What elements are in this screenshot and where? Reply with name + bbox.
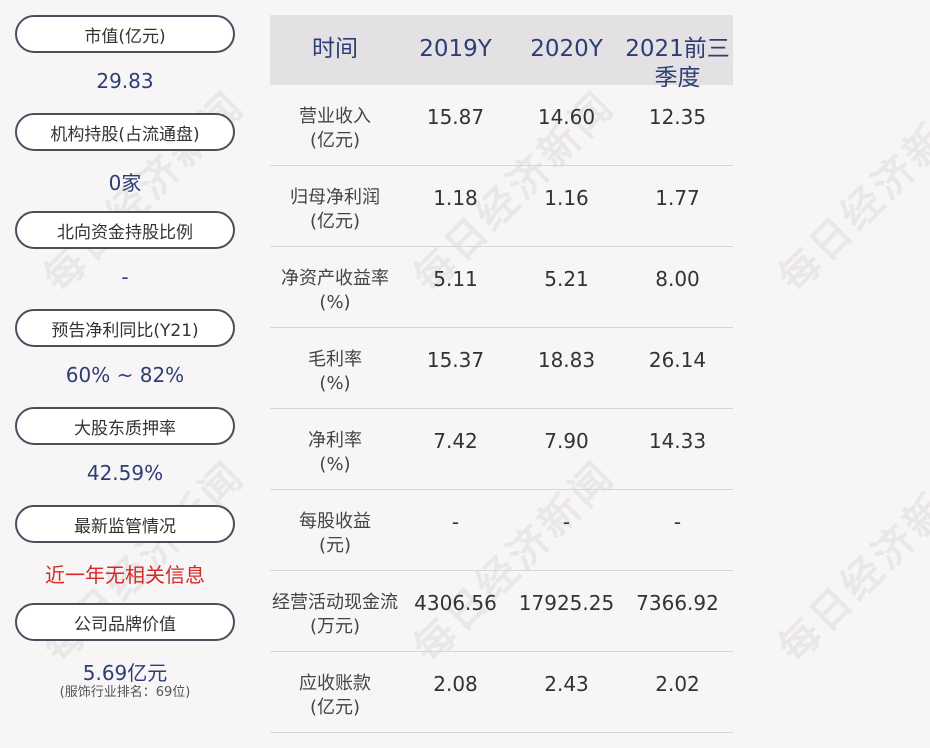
row-label: 应收账款 (亿元) — [299, 673, 371, 718]
table-cell: 14.33 — [648, 429, 707, 453]
metric-note-brand-rank: (服饰行业排名：69位) — [59, 685, 191, 700]
table-row: 应收账款 (亿元) 2.08 2.43 2.02 — [270, 652, 733, 733]
table-cell: 7366.92 — [636, 591, 719, 615]
table-cell: 15.37 — [426, 348, 485, 372]
table-cell: 8.00 — [655, 267, 700, 291]
table-cell: 5.11 — [433, 267, 478, 291]
financial-table: 时间 2019Y 2020Y 2021前三季度 营业收入 (亿元) 15.87 1… — [270, 15, 733, 733]
table-cell: 15.87 — [426, 105, 485, 129]
table-cell: 5.21 — [544, 267, 589, 291]
table-cell: 14.60 — [537, 105, 596, 129]
metric-label-regulatory: 最新监管情况 — [15, 505, 235, 543]
table-row: 净资产收益率 (%) 5.11 5.21 8.00 — [270, 247, 733, 328]
row-label: 毛利率 (%) — [308, 349, 362, 394]
header-cell: 2019Y — [419, 36, 492, 62]
table-header: 时间 2019Y 2020Y 2021前三季度 — [270, 15, 733, 91]
table-row: 归母净利润 (亿元) 1.18 1.16 1.77 — [270, 166, 733, 247]
row-label: 每股收益 (元) — [299, 511, 371, 556]
table-cell: 1.77 — [655, 186, 700, 210]
metric-label-market-cap: 市值(亿元) — [15, 15, 235, 53]
table-row: 经营活动现金流 (万元) 4306.56 17925.25 7366.92 — [270, 571, 733, 652]
table-cell: 4306.56 — [414, 591, 497, 615]
table-cell: - — [451, 510, 460, 534]
table-cell: 12.35 — [648, 105, 707, 129]
table-cell: 1.18 — [433, 186, 478, 210]
header-cell: 2020Y — [530, 36, 603, 62]
table-cell: 18.83 — [537, 348, 596, 372]
watermark: 每日经济新闻 — [770, 82, 930, 302]
table-cell: 17925.25 — [518, 591, 615, 615]
metric-value-regulatory: 近一年无相关信息 — [45, 563, 205, 587]
metric-value-brand-value: 5.69亿元 — [82, 661, 168, 685]
table-cell: 7.90 — [544, 429, 589, 453]
metric-label-northbound: 北向资金持股比例 — [15, 211, 235, 249]
metric-label-institutional-holdings: 机构持股(占流通盘) — [15, 113, 235, 151]
row-label: 营业收入 (亿元) — [299, 106, 371, 151]
row-label: 经营活动现金流 (万元) — [272, 592, 398, 637]
row-label: 净资产收益率 (%) — [281, 268, 389, 313]
header-cell: 时间 — [312, 36, 358, 62]
table-row: 净利率 (%) 7.42 7.90 14.33 — [270, 409, 733, 490]
table-cell: 2.08 — [433, 672, 478, 696]
header-cell: 2021前三季度 — [625, 36, 730, 91]
metric-label-brand-value: 公司品牌价值 — [15, 603, 235, 641]
table-row: 毛利率 (%) 15.37 18.83 26.14 — [270, 328, 733, 409]
metric-value-pledge-ratio: 42.59% — [86, 461, 164, 485]
table-cell: 7.42 — [433, 429, 478, 453]
metric-value-market-cap: 29.83 — [96, 69, 154, 93]
table-cell: 2.02 — [655, 672, 700, 696]
table-cell: - — [673, 510, 682, 534]
metric-label-profit-forecast: 预告净利同比(Y21) — [15, 309, 235, 347]
row-label: 归母净利润 (亿元) — [290, 187, 380, 232]
table-cell: 1.16 — [544, 186, 589, 210]
metric-label-pledge-ratio: 大股东质押率 — [15, 407, 235, 445]
metric-value-northbound: - — [121, 265, 129, 289]
table-cell: 26.14 — [648, 348, 707, 372]
table-cell: 2.43 — [544, 672, 589, 696]
metric-value-institutional-holdings: 0家 — [108, 171, 142, 195]
metric-value-profit-forecast: 60% ~ 82% — [65, 363, 185, 387]
table-row: 营业收入 (亿元) 15.87 14.60 12.35 — [270, 85, 733, 166]
watermark: 每日经济新闻 — [770, 452, 930, 672]
table-row: 每股收益 (元) - - - — [270, 490, 733, 571]
row-label: 净利率 (%) — [308, 430, 362, 475]
table-cell: - — [562, 510, 571, 534]
